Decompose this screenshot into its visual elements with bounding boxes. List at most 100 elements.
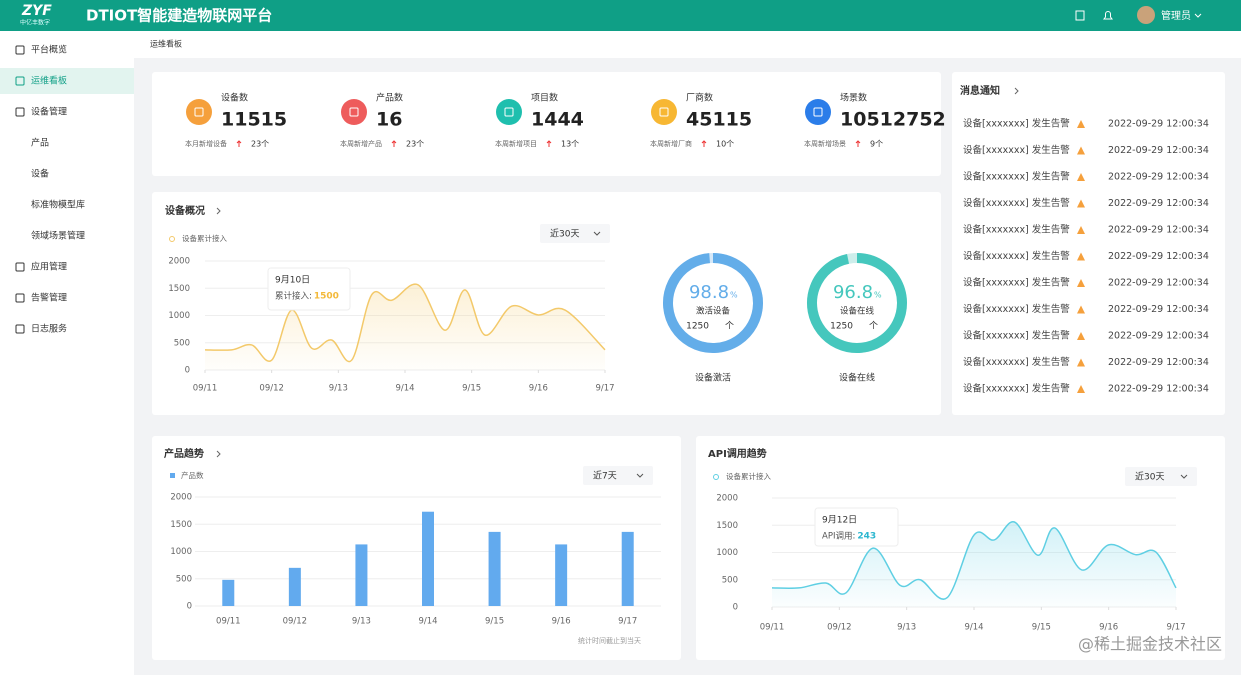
stat-label: 产品数 <box>376 92 403 104</box>
watermark: @稀土掘金技术社区 <box>1078 635 1222 654</box>
menu-item[interactable]: 设备 <box>31 168 49 180</box>
menu-item[interactable]: 标准物模型库 <box>31 199 85 211</box>
message-text[interactable]: 设备[xxxxxxx] 发生告警 <box>963 277 1070 289</box>
message-time: 2022-09-29 12:00:34 <box>1108 384 1209 395</box>
y-tick-label: 1000 <box>168 311 190 321</box>
line <box>204 283 606 363</box>
ring-count: 1250 <box>830 322 853 332</box>
legend-label: 设备累计接入 <box>726 471 771 481</box>
bell-icon[interactable] <box>1103 11 1113 20</box>
warning-icon <box>1077 358 1085 367</box>
chevron[interactable] <box>216 207 221 215</box>
x-tick-label: 09/12 <box>259 384 284 394</box>
y-tick-label: 1500 <box>170 520 192 530</box>
dropdown-label[interactable]: 近7天 <box>593 470 617 482</box>
card-title: 产品趋势 <box>164 447 204 460</box>
y-tick-label: 0 <box>733 603 738 613</box>
sidebar <box>0 31 134 675</box>
message-text[interactable]: 设备[xxxxxxx] 发生告警 <box>963 356 1070 368</box>
message-text[interactable]: 设备[xxxxxxx] 发生告警 <box>963 303 1070 315</box>
doc-icon[interactable] <box>1075 10 1085 21</box>
message-text[interactable]: 设备[xxxxxxx] 发生告警 <box>963 197 1070 209</box>
x-tick-label: 9/15 <box>1032 623 1051 633</box>
stats-card <box>152 72 941 176</box>
dropdown-chevron[interactable] <box>636 473 644 478</box>
stat-label: 项目数 <box>531 92 558 104</box>
menu-item[interactable]: 平台概览 <box>31 44 67 56</box>
dropdown[interactable] <box>540 224 610 243</box>
menu-item[interactable]: 领域场景管理 <box>31 230 85 242</box>
menu-item[interactable]: 产品 <box>31 137 49 149</box>
footnote: 统计时间截止到当天 <box>578 636 641 645</box>
line <box>771 521 1177 600</box>
area <box>772 521 1176 607</box>
message-text[interactable]: 设备[xxxxxxx] 发生告警 <box>963 250 1070 262</box>
x-tick-label: 09/12 <box>827 623 852 633</box>
avatar[interactable] <box>1137 6 1155 24</box>
card-title: 消息通知 <box>960 84 1000 97</box>
bar <box>555 544 568 606</box>
bar <box>288 567 301 606</box>
legend-marker <box>169 236 175 242</box>
legend-label: 产品数 <box>181 470 204 480</box>
message-time: 2022-09-29 12:00:34 <box>1108 172 1209 183</box>
message-text[interactable]: 设备[xxxxxxx] 发生告警 <box>963 171 1070 183</box>
menu-item[interactable]: 日志服务 <box>31 323 67 335</box>
stat-glyph <box>504 107 514 117</box>
ring-count-unit: 个 <box>725 321 734 332</box>
menu-icon <box>15 76 25 86</box>
ring-arc <box>807 253 907 353</box>
messages-card <box>952 72 1225 415</box>
dropdown-chevron[interactable] <box>1180 474 1188 479</box>
dropdown-chevron[interactable] <box>593 231 601 236</box>
y-tick-label: 2000 <box>170 493 192 503</box>
chevron[interactable] <box>1014 87 1019 95</box>
x-tick-label: 9/15 <box>485 617 504 627</box>
x-tick-label: 9/14 <box>964 623 983 633</box>
stat-icon <box>805 99 831 125</box>
y-tick-label: 500 <box>176 574 192 584</box>
ring-caption: 激活设备 <box>696 306 731 317</box>
x-tick-label: 09/12 <box>283 617 308 627</box>
x-tick-label: 9/13 <box>329 384 348 394</box>
message-text[interactable]: 设备[xxxxxxx] 发生告警 <box>963 330 1070 342</box>
y-tick-label: 0 <box>185 366 190 376</box>
chevron[interactable] <box>216 450 221 458</box>
menu-icon <box>15 293 25 303</box>
message-text[interactable]: 设备[xxxxxxx] 发生告警 <box>963 144 1070 156</box>
up-arrow <box>855 140 861 147</box>
tooltip <box>814 507 899 547</box>
dropdown-label[interactable]: 近30天 <box>1135 471 1164 483</box>
tooltip-label: API调用: <box>822 532 855 542</box>
menu-item[interactable]: 运维看板 <box>31 75 67 87</box>
menu-item[interactable]: 告警管理 <box>31 292 67 304</box>
tooltip-title: 9月10日 <box>275 275 310 286</box>
stat-note: 本周新增项目 <box>495 139 537 148</box>
stat-label: 设备数 <box>221 92 248 104</box>
ring-caption: 设备在线 <box>840 306 875 317</box>
y-tick-label: 1000 <box>170 547 192 557</box>
card-title: API调用趋势 <box>708 447 767 460</box>
user-name[interactable]: 管理员 <box>1161 9 1191 22</box>
stat-icon <box>496 99 522 125</box>
ring-value: 96.8 <box>833 282 873 303</box>
dropdown-label[interactable]: 近30天 <box>550 228 579 240</box>
message-text[interactable]: 设备[xxxxxxx] 发生告警 <box>963 118 1070 130</box>
dropdown[interactable] <box>583 466 653 485</box>
user-chevron[interactable] <box>1194 13 1202 18</box>
dropdown[interactable] <box>1125 467 1197 486</box>
y-tick-label: 1000 <box>716 548 738 558</box>
warning-icon <box>1077 332 1085 340</box>
message-text[interactable]: 设备[xxxxxxx] 发生告警 <box>963 383 1070 395</box>
message-time: 2022-09-29 12:00:34 <box>1108 331 1209 342</box>
stat-glyph <box>813 107 823 117</box>
ring-unit: % <box>730 291 738 300</box>
menu-item[interactable]: 设备管理 <box>31 106 67 118</box>
warning-icon <box>1077 385 1085 393</box>
message-text[interactable]: 设备[xxxxxxx] 发生告警 <box>963 224 1070 236</box>
y-tick-label: 500 <box>722 575 738 585</box>
menu-item[interactable]: 应用管理 <box>31 261 67 273</box>
x-tick-label: 9/13 <box>897 623 916 633</box>
